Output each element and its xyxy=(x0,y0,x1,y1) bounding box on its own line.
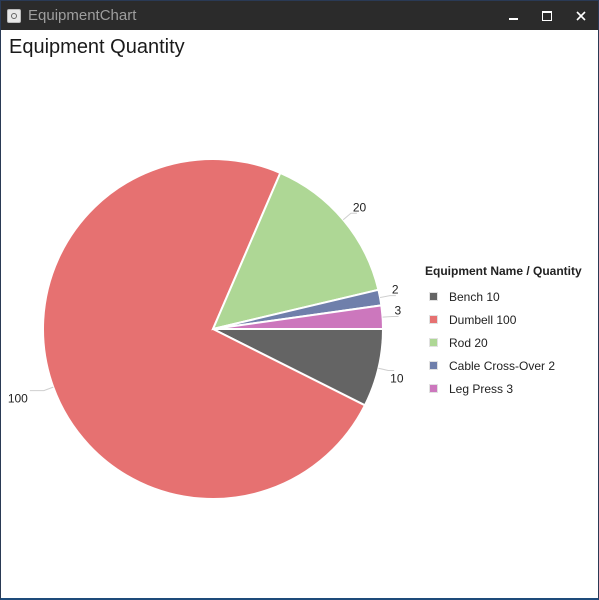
legend-item: Bench 10 xyxy=(425,285,582,308)
app-icon xyxy=(7,8,21,23)
legend-label: Cable Cross-Over 2 xyxy=(449,358,556,373)
data-label: 20 xyxy=(353,200,367,214)
pie-chart: 10 100 20 2 3 xyxy=(8,158,404,500)
close-button[interactable] xyxy=(564,1,598,30)
legend-swatch xyxy=(429,338,438,347)
pie-slice-dumbell xyxy=(42,158,367,500)
legend-items: Bench 10 Dumbell 100 Rod 20 Cable Cross-Ove… xyxy=(425,285,582,400)
pie-slice-rod xyxy=(211,171,380,331)
chart-legend: Equipment Name / Quantity Bench 10 Dumbel… xyxy=(425,264,582,400)
legend-swatch xyxy=(429,361,438,370)
data-label-leader xyxy=(342,212,357,221)
legend-swatch xyxy=(429,315,438,324)
data-label: 2 xyxy=(392,283,399,297)
data-label: 10 xyxy=(390,372,404,386)
legend-item: Cable Cross-Over 2 xyxy=(425,354,582,377)
legend-title: Equipment Name / Quantity xyxy=(425,264,582,278)
chart-title: Equipment Quantity xyxy=(9,36,185,58)
minimize-icon xyxy=(508,17,518,20)
legend-item: Leg Press 3 xyxy=(425,377,582,400)
data-label: 3 xyxy=(395,303,402,317)
data-label-leader xyxy=(29,386,54,392)
maximize-icon xyxy=(542,10,552,21)
maximize-button[interactable] xyxy=(530,1,564,30)
legend-label: Dumbell 100 xyxy=(449,312,517,327)
close-icon xyxy=(576,10,586,21)
legend-swatch xyxy=(429,384,438,393)
window-title: EquipmentChart xyxy=(28,7,137,24)
legend-swatch xyxy=(429,292,438,301)
data-label: 100 xyxy=(8,392,28,406)
legend-item: Rod 20 xyxy=(425,331,582,354)
data-label-leader xyxy=(378,367,395,372)
legend-label: Bench 10 xyxy=(449,289,500,304)
window-controls xyxy=(496,1,598,30)
data-label-leader xyxy=(379,295,396,299)
data-label-leader xyxy=(382,315,399,318)
minimize-button[interactable] xyxy=(496,1,530,30)
title-bar[interactable]: EquipmentChart xyxy=(1,1,598,30)
legend-item: Dumbell 100 xyxy=(425,308,582,331)
legend-label: Leg Press 3 xyxy=(449,381,514,396)
legend-label: Rod 20 xyxy=(449,335,488,350)
